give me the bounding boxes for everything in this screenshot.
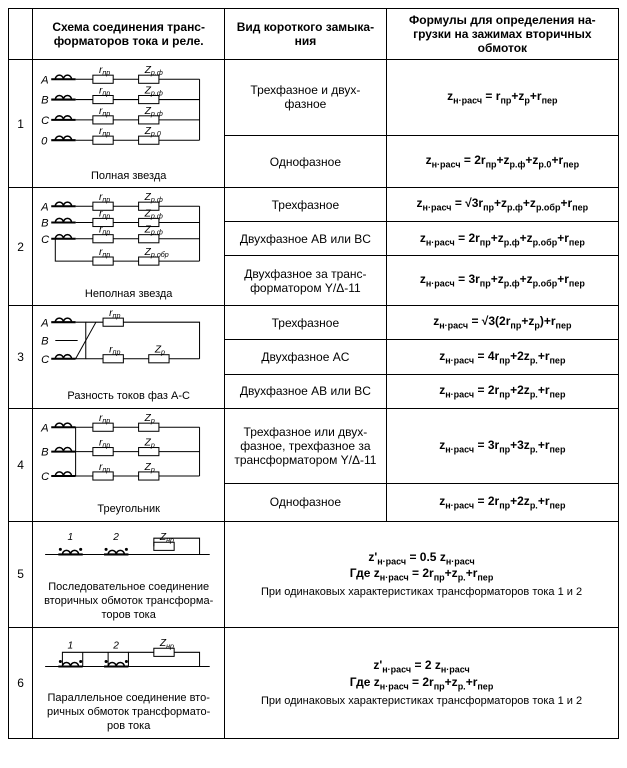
svg-text:A: A (40, 201, 48, 213)
svg-text:Zр.ф: Zр.ф (144, 85, 163, 97)
row-num: 1 (9, 60, 33, 188)
diagram-caption: Параллельное соединение вто- ричных обмо… (37, 691, 220, 734)
svg-text:C: C (41, 115, 50, 127)
svg-text:Zр: Zр (144, 437, 155, 449)
svg-text:Zр.0: Zр.0 (144, 126, 161, 138)
fault-type: Двухфазное AB или BC (225, 222, 387, 256)
formula-cell: zн·расч = 3rпр+3zр.+rпер (386, 408, 618, 483)
fault-type: Трехфазное или двух- фазное, трехфазное … (225, 408, 387, 483)
svg-text:rпр: rпр (109, 310, 120, 320)
svg-text:A: A (40, 422, 48, 434)
fault-type: Однофазное (225, 484, 387, 522)
table-row: 5 1 2 ZнрПоследовательное соединение вто… (9, 521, 619, 627)
svg-text:1: 1 (68, 640, 74, 651)
svg-text:Zр: Zр (144, 413, 155, 425)
fault-type: Трехфазное (225, 188, 387, 222)
svg-text:2: 2 (112, 532, 119, 543)
svg-text:rпр: rпр (99, 192, 110, 204)
svg-text:rпр: rпр (99, 462, 110, 474)
svg-text:Zнр: Zнр (159, 638, 174, 650)
svg-text:Zр.ф: Zр.ф (144, 65, 163, 77)
formula-cell: zн·расч = 2rпр+zр.ф+zр.0+rпер (386, 135, 618, 187)
svg-text:rпр: rпр (99, 437, 110, 449)
svg-text:Zр.ф: Zр.ф (144, 192, 163, 204)
fault-type: Двухфазное AB или BC (225, 374, 387, 408)
svg-text:rпр: rпр (99, 106, 110, 118)
formula-cell: zн·расч = 2rпр+2zр.+rпер (386, 374, 618, 408)
svg-text:0: 0 (41, 135, 48, 147)
diagram-caption: Треугольник (37, 502, 220, 516)
formula-note: При одинаковых характеристиках трансформ… (229, 695, 614, 707)
fault-type: Трехфазное (225, 306, 387, 340)
header-num (9, 9, 33, 60)
row-num: 5 (9, 521, 33, 627)
svg-text:1: 1 (68, 532, 74, 543)
diagram-caption: Последовательное соединение вторичных об… (37, 580, 220, 623)
svg-text:rпр: rпр (109, 345, 120, 357)
svg-text:rпр: rпр (99, 413, 110, 425)
svg-text:C: C (41, 354, 50, 366)
svg-text:rпр: rпр (99, 247, 110, 259)
table-row: 4A rпр ZрB rпр ZрC rпр ZрТреугольникТрех… (9, 408, 619, 483)
row-num: 6 (9, 627, 33, 738)
svg-text:rпр: rпр (99, 65, 110, 77)
svg-text:A: A (40, 74, 48, 86)
diagram-cell: A rпр Zр.ф B rпр Zр.ф C rпр Zр.ф 0 rпр Zр.0… (33, 60, 225, 188)
formula-cell: zн·расч = 3rпр+zр.ф+zр.обр+rпер (386, 256, 618, 306)
fault-type: Двухфазное AC (225, 340, 387, 374)
svg-text:B: B (41, 446, 49, 458)
formula-note: При одинаковых характеристиках трансформ… (229, 586, 614, 598)
row-num: 3 (9, 306, 33, 409)
header-row: Схема соединения транс- форматоров тока … (9, 9, 619, 60)
formula-cell: z'н·расч = 2 zн·расчГде zн·расч = 2rпр+z… (225, 627, 619, 738)
fault-type: Двухфазное за транс- форматором Y/Δ-11 (225, 256, 387, 306)
svg-text:Zр.обр: Zр.обр (144, 247, 169, 259)
svg-text:B: B (41, 336, 49, 348)
row-num: 4 (9, 408, 33, 521)
diagram-cell: 1 2 ZнрПоследовательное соединение втори… (33, 521, 225, 627)
diagram-cell: A rпр Zр B rпр Zр C rпр Zр Треугольник (33, 408, 225, 521)
svg-text:Zр.ф: Zр.ф (144, 106, 163, 118)
diagram-cell: 1 2 Zнр Параллельное соединение вто- ричн… (33, 627, 225, 738)
row-num: 2 (9, 188, 33, 306)
diagram-caption: Разность токов фаз A-C (37, 389, 220, 403)
diagram-cell: A rпр Zр.фB rпр Zр.фC rпр Zр.ф Zр.обр rп… (33, 188, 225, 306)
formula-cell: zн·расч = 4rпр+2zр.+rпер (386, 340, 618, 374)
fault-type: Трехфазное и двух- фазное (225, 60, 387, 136)
main-table: Схема соединения транс- форматоров тока … (8, 8, 619, 739)
table-row: 6 1 2 Zнр Параллельное соединение вто- ри… (9, 627, 619, 738)
formula-cell: zн·расч = √3rпр+zр.ф+zр.обр+rпер (386, 188, 618, 222)
table-row: 1A rпр Zр.фB rпр Zр.фC rпр Zр.ф0 rпр Zр.… (9, 60, 619, 136)
svg-text:rпр: rпр (99, 126, 110, 138)
header-type: Вид короткого замыка- ния (225, 9, 387, 60)
diagram-caption: Полная звезда (37, 169, 220, 183)
diagram-caption: Неполная звезда (37, 287, 220, 301)
table-row: 2A rпр Zр.фB rпр Zр.фC rпр Zр.ф Zр.обр r… (9, 188, 619, 222)
svg-text:B: B (41, 218, 49, 230)
svg-text:A: A (40, 317, 48, 329)
header-formula: Формулы для определения на- грузки на за… (386, 9, 618, 60)
svg-text:Zр: Zр (154, 345, 165, 357)
header-diagram: Схема соединения транс- форматоров тока … (33, 9, 225, 60)
formula-cell: zн·расч = rпр+zр+rпер (386, 60, 618, 136)
diagram-cell: A BC rпр rпр Zр Разность токов фаз A-C (33, 306, 225, 409)
svg-text:2: 2 (112, 640, 119, 651)
svg-text:C: C (41, 471, 50, 483)
formula-cell: z'н·расч = 0.5 zн·расчГде zн·расч = 2rпр… (225, 521, 619, 627)
formula-cell: zн·расч = 2rпр+2zр.+rпер (386, 484, 618, 522)
svg-text:B: B (41, 95, 49, 107)
formula-cell: zн·расч = √3(2rпр+zр)+rпер (386, 306, 618, 340)
svg-text:C: C (41, 234, 50, 246)
svg-text:rпр: rпр (99, 85, 110, 97)
formula-cell: zн·расч = 2rпр+zр.ф+zр.обр+rпер (386, 222, 618, 256)
svg-text:Zр: Zр (144, 462, 155, 474)
table-row: 3A BC rпр rпр ZрРазность токов фаз A-CТр… (9, 306, 619, 340)
fault-type: Однофазное (225, 135, 387, 187)
